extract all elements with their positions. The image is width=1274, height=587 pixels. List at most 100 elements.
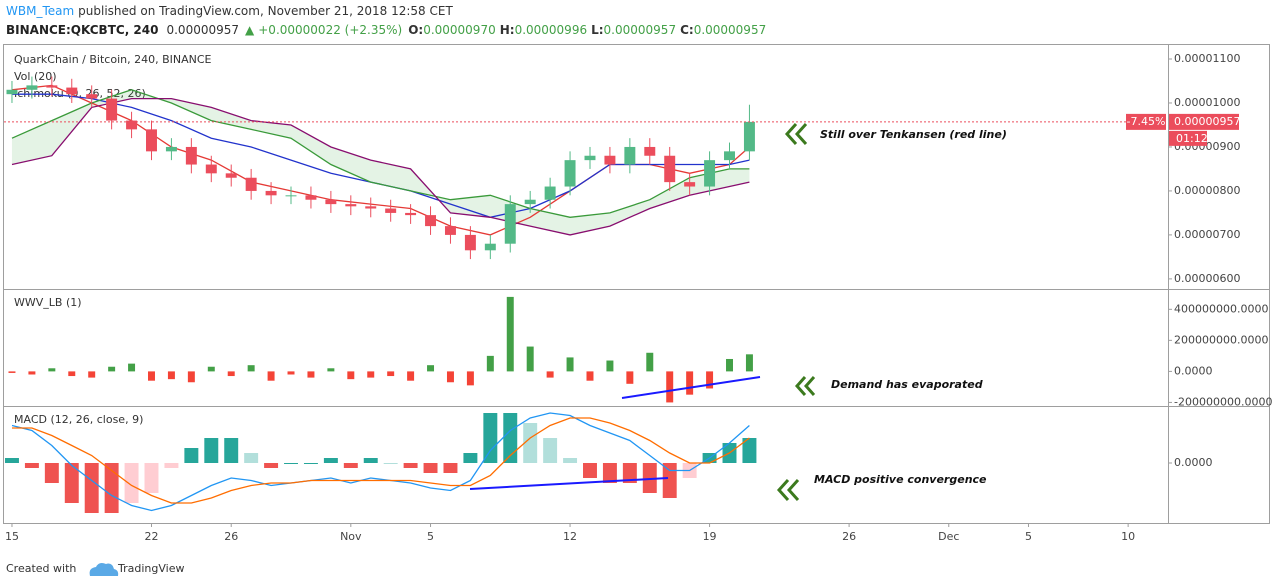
indicator-label: Vol (20) — [14, 70, 57, 83]
bar — [706, 371, 714, 389]
ohlc-value: 0.00000996 — [515, 23, 588, 37]
bar — [8, 371, 16, 373]
y-tick-label: 400000000.0000 — [1174, 302, 1268, 315]
candle-body — [185, 146, 197, 165]
bar — [686, 371, 694, 395]
price-badge — [1169, 113, 1239, 130]
bar — [108, 366, 116, 372]
histogram-bar — [463, 453, 478, 463]
symbol-line: BINANCE:QKCBTC, 240 0.00000957 ▲ +0.0000002… — [6, 23, 766, 37]
candle-body — [325, 199, 337, 205]
bar — [666, 371, 674, 403]
bar — [327, 368, 335, 372]
candle-body — [405, 212, 417, 216]
bar — [427, 365, 435, 372]
pane-title: QuarkChain / Bitcoin, 240, BINANCE — [14, 53, 212, 66]
symbol: BINANCE:QKCBTC, 240 — [6, 23, 158, 37]
indicator-line — [11, 97, 750, 236]
chevron — [803, 376, 816, 396]
bar — [646, 352, 654, 372]
ohlc-value: 0.00000970 — [423, 23, 496, 37]
histogram-bar — [144, 463, 159, 493]
candle-body — [504, 204, 516, 244]
ohlc-value: 0.00000957 — [604, 23, 677, 37]
plot: 0.000011000.000010000.000009000.00000800… — [4, 52, 1272, 543]
candle-body — [385, 208, 397, 213]
annotation: MACD positive convergence — [814, 473, 987, 486]
frame — [3, 44, 1270, 524]
x-tick-label: 22 — [144, 530, 158, 543]
candle-body — [86, 94, 98, 99]
x-tick-label: 5 — [1025, 530, 1032, 543]
bar — [486, 355, 494, 372]
bar — [466, 371, 474, 386]
ohlc-label: H: — [500, 23, 515, 37]
bar — [745, 354, 753, 372]
candle-body — [165, 146, 177, 152]
histogram-bar — [523, 423, 538, 463]
bar — [187, 371, 195, 383]
x-tick-label: 26 — [842, 530, 856, 543]
price: 0.00000957 — [166, 23, 239, 37]
histogram-bar — [483, 413, 498, 463]
chevron — [794, 122, 808, 146]
bar — [48, 368, 56, 372]
indicator-line — [11, 89, 750, 218]
change-badge — [1126, 113, 1166, 130]
chart-border — [3, 44, 1270, 524]
candle-body — [464, 234, 476, 251]
footer-text: Created with — [6, 562, 76, 575]
histogram-bar — [583, 463, 597, 478]
ohlc-label: O: — [408, 23, 423, 37]
candle-body — [425, 215, 437, 227]
annotation: Demand has evaporated — [831, 378, 983, 391]
histogram-bar — [204, 438, 219, 463]
candle-body — [205, 164, 217, 174]
x-tick-label: 15 — [5, 530, 19, 543]
bar — [167, 371, 175, 380]
ohlc-value: 0.00000957 — [694, 23, 767, 37]
candle-body — [664, 155, 676, 183]
arrow: ▲ — [245, 23, 255, 37]
candle-body — [26, 85, 38, 90]
histogram-bar — [284, 463, 298, 464]
y-tick-label: 0.00000800 — [1174, 184, 1240, 197]
histogram-bar — [343, 463, 358, 468]
histogram-bar — [124, 463, 139, 503]
bar — [247, 365, 255, 372]
histogram-bar — [264, 463, 279, 468]
candle-body — [265, 190, 277, 196]
histogram-bar — [642, 463, 657, 493]
candle-body — [285, 195, 297, 197]
candle-body — [544, 186, 556, 200]
bar — [586, 371, 594, 381]
chevron — [786, 478, 800, 502]
candle-body — [305, 195, 317, 200]
candle-body — [604, 155, 616, 165]
bar — [726, 358, 733, 372]
histogram-bar — [602, 463, 617, 483]
candle-body — [624, 146, 636, 165]
y-tick-label: 200000000.0000 — [1174, 333, 1268, 346]
candle-body — [106, 98, 118, 121]
brand[interactable]: TradingView — [117, 562, 184, 575]
bar — [347, 371, 355, 380]
header-line: WBM_Team published on TradingView.com, No… — [6, 4, 453, 18]
author[interactable]: WBM_Team — [6, 4, 74, 18]
histogram-bar — [84, 463, 99, 513]
candle-body — [564, 160, 576, 187]
bar — [307, 371, 315, 378]
candle-body — [66, 87, 78, 95]
histogram-bar — [323, 458, 338, 463]
published: published on TradingView.com, November 2… — [78, 4, 453, 18]
bar — [88, 371, 96, 378]
indicator-line — [11, 412, 750, 512]
change: +0.00000022 (+2.35%) — [258, 23, 402, 37]
y-tick-label: -200000000.0000 — [1174, 395, 1272, 408]
histogram-bar — [383, 463, 398, 464]
x-tick-label: Dec — [938, 530, 959, 543]
candle-body — [743, 121, 755, 152]
candle-body — [484, 243, 496, 251]
bar — [606, 360, 614, 372]
x-tick-label: 19 — [703, 530, 717, 543]
